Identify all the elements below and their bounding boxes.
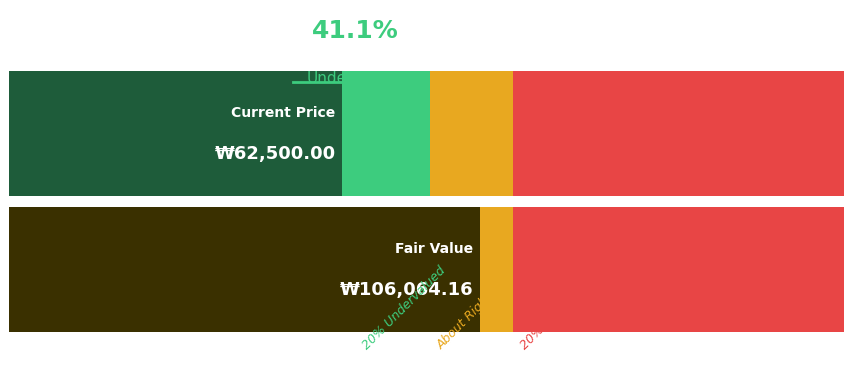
Text: 20% Undervalued: 20% Undervalued [360,264,447,352]
Text: About Right: About Right [434,291,495,352]
Bar [9,71,355,331]
Text: ₩106,064.16: ₩106,064.16 [339,280,473,299]
Text: Current Price: Current Price [231,106,335,120]
Bar [429,71,513,331]
Bar [9,196,843,207]
Bar [9,207,480,331]
Text: 41.1%: 41.1% [312,19,399,43]
Text: Fair Value: Fair Value [394,242,473,256]
Bar [513,71,843,331]
Text: ₩62,500.00: ₩62,500.00 [214,145,335,163]
Text: Undervalued: Undervalued [306,71,404,86]
Text: 20% Overvalued: 20% Overvalued [517,269,600,352]
Bar [9,71,342,196]
Bar [355,71,429,331]
